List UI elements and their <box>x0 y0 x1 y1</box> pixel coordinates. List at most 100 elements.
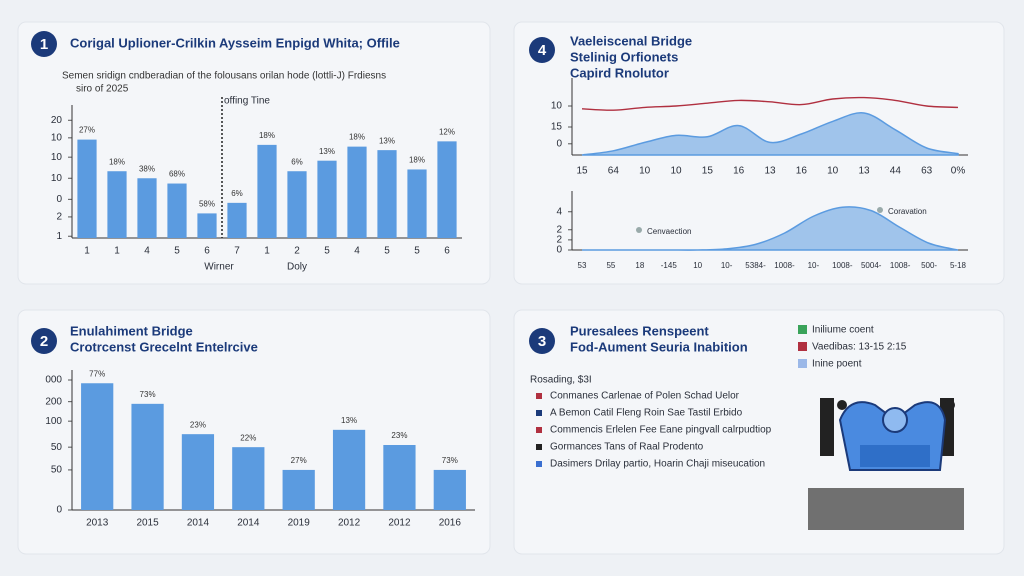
area <box>581 206 959 251</box>
x-tick-label: 4 <box>144 246 150 257</box>
value-label: 13% <box>319 147 335 156</box>
value-label: 68% <box>169 170 185 179</box>
x-tick-label: 10 <box>693 261 702 270</box>
bar <box>383 445 416 510</box>
x-tick-label: 2015 <box>136 518 159 529</box>
x-tick-label: 10- <box>808 261 820 270</box>
bar <box>377 150 397 238</box>
x-tick-label: 6 <box>444 246 450 257</box>
x-tick-label: 10 <box>827 166 839 177</box>
badge <box>529 328 555 354</box>
bar <box>433 469 466 510</box>
annotation: Cenvaection <box>647 227 691 236</box>
panel-title: Fod-Aument Seuria Inabition <box>570 339 748 354</box>
x-tick-label: 2012 <box>338 518 361 529</box>
bullet <box>536 393 542 399</box>
y-tick-label: 2 <box>556 235 562 246</box>
value-label: 12% <box>439 127 455 136</box>
x-tick-label: 2 <box>294 246 300 257</box>
list-item: Commencis Erlelen Fee Eane pingvall calr… <box>550 425 772 436</box>
x-tick-label: 5004- <box>861 261 882 270</box>
x-tick-label: 44 <box>890 166 902 177</box>
x-tick-label: 4 <box>354 246 360 257</box>
value-label: 38% <box>139 164 155 173</box>
x-tick-label: 1 <box>264 246 270 257</box>
y-tick-label: 2 <box>556 224 562 235</box>
list-heading: Rosading, $3I <box>530 375 592 386</box>
x-tick-label: 6 <box>204 246 210 257</box>
value-label: 13% <box>341 416 357 425</box>
bar <box>437 141 457 238</box>
annotation: Coravation <box>888 207 927 216</box>
bar <box>197 213 217 238</box>
bullet <box>536 410 542 416</box>
panel-title: Enulahiment Bridge <box>70 323 193 338</box>
y-tick-label: 4 <box>556 206 562 217</box>
y-tick-label: 0 <box>556 245 562 256</box>
x-tick-label: 15 <box>702 166 714 177</box>
area <box>581 112 959 156</box>
x-tick-label: 2013 <box>86 518 109 529</box>
value-label: 58% <box>199 200 215 209</box>
legend-swatch <box>798 325 807 334</box>
group-label: Doly <box>287 262 307 273</box>
x-tick-label: 5 <box>324 246 330 257</box>
bar <box>131 403 164 510</box>
y-tick-label: 10 <box>551 101 563 112</box>
y-tick-label: 000 <box>45 375 62 386</box>
bar <box>77 139 97 238</box>
x-tick-label: 10 <box>639 166 651 177</box>
legend-swatch <box>798 359 807 368</box>
panel-title: Vaeleiscenal Bridge <box>570 33 692 48</box>
bar <box>282 469 315 510</box>
panel-title: Stelinig Orfionets <box>570 49 678 64</box>
y-tick-label: 200 <box>45 396 62 407</box>
y-tick-label: 1 <box>56 231 62 242</box>
x-tick-label: 2014 <box>237 518 260 529</box>
bar <box>407 169 427 238</box>
x-tick-label: 18 <box>635 261 644 270</box>
subtitle: Semen sridign cndberadian of the folousa… <box>62 71 386 82</box>
bar <box>287 171 307 238</box>
x-tick-label: 1008- <box>832 261 853 270</box>
bar <box>232 447 265 510</box>
x-tick-label: 5 <box>384 246 390 257</box>
x-tick-label: 500- <box>921 261 937 270</box>
badge-number: 2 <box>40 333 48 350</box>
subtitle: siro of 2025 <box>76 84 129 95</box>
list-item: Dasimers Drilay partio, Hoarin Chaji mis… <box>550 459 765 470</box>
value-label: 73% <box>442 456 458 465</box>
x-tick-label: 53 <box>578 261 587 270</box>
x-tick-label: 10 <box>670 166 682 177</box>
illustration <box>808 398 964 530</box>
x-tick-label: 5 <box>174 246 180 257</box>
annotation-dot <box>636 227 642 233</box>
y-tick-label: 10 <box>51 152 63 163</box>
value-label: 23% <box>190 420 206 429</box>
list-item: A Bemon Catil Fleng Roin Sae Tastil Erbi… <box>550 408 743 419</box>
legend-label: Inine poent <box>812 359 862 370</box>
x-tick-label: 7 <box>234 246 240 257</box>
y-tick-label: 20 <box>51 115 63 126</box>
x-tick-label: 13 <box>764 166 776 177</box>
value-label: 18% <box>349 133 365 142</box>
y-tick-label: 2 <box>56 212 62 223</box>
panel-title: Corigal Uplioner-Crilkin Aysseim Enpigd … <box>70 35 400 50</box>
panel-title: Capird Rnolutor <box>570 65 669 80</box>
bar <box>317 160 337 238</box>
panel-title: Puresalees Renspeent <box>570 323 709 338</box>
bullet <box>536 444 542 450</box>
bar <box>107 171 127 238</box>
x-tick-label: 16 <box>733 166 745 177</box>
bar <box>347 146 367 238</box>
y-tick-label: 15 <box>551 122 563 133</box>
value-label: 23% <box>391 431 407 440</box>
badge-number: 4 <box>538 42 547 59</box>
x-tick-label: 2019 <box>288 518 311 529</box>
x-tick-label: 15 <box>576 166 588 177</box>
legend-label: Iniliume coent <box>812 325 874 336</box>
value-label: 27% <box>79 126 95 135</box>
bar <box>137 178 157 238</box>
